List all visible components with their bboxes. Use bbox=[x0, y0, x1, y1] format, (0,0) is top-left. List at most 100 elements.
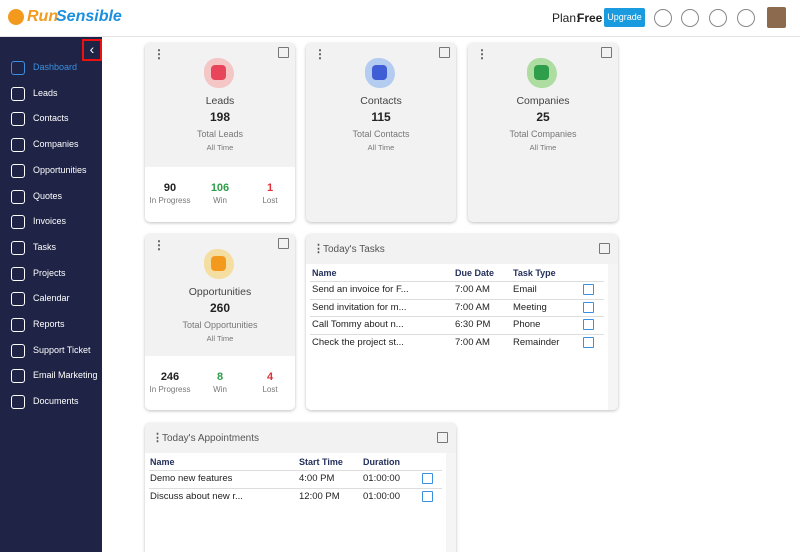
upgrade-button[interactable]: Upgrade bbox=[604, 8, 645, 27]
menu-dots[interactable]: ⋮ bbox=[153, 47, 165, 61]
sidebar-icon[interactable] bbox=[11, 292, 25, 307]
card-icon bbox=[372, 65, 387, 80]
stat-value: 106 bbox=[210, 182, 230, 194]
sidebar-item[interactable]: Projects bbox=[33, 267, 66, 278]
card-caption: Total Opportunities bbox=[182, 320, 258, 330]
sidebar-item[interactable]: Support Ticket bbox=[33, 344, 91, 355]
table-title: Today's Tasks bbox=[323, 244, 385, 255]
card-caption: Total Leads bbox=[196, 129, 244, 139]
edit-icon[interactable] bbox=[422, 490, 433, 502]
sidebar-icon[interactable] bbox=[11, 343, 25, 358]
card-icon bbox=[211, 256, 226, 271]
stat-label: In Progress bbox=[149, 196, 191, 205]
edit-icon[interactable] bbox=[583, 319, 594, 331]
cell: 7:00 AM bbox=[455, 337, 490, 349]
open-icon[interactable] bbox=[278, 238, 289, 249]
plan-label: Plan: bbox=[552, 11, 580, 25]
sidebar-item[interactable]: Calendar bbox=[33, 293, 70, 304]
sidebar-icon[interactable] bbox=[11, 138, 25, 153]
card-period: All Time bbox=[206, 143, 234, 152]
menu-dots[interactable]: ⋮ bbox=[152, 432, 163, 444]
open-icon[interactable] bbox=[278, 47, 289, 58]
menu-dots[interactable]: ⋮ bbox=[476, 47, 488, 61]
column-header: Due Date bbox=[455, 268, 495, 278]
card-title: Opportunities bbox=[188, 286, 252, 298]
sidebar-icon[interactable] bbox=[11, 369, 25, 384]
card-period: All Time bbox=[206, 334, 234, 343]
column-header: Name bbox=[312, 268, 337, 278]
sidebar-item[interactable]: Reports bbox=[33, 319, 65, 329]
logo-sensible: Sensible bbox=[56, 8, 122, 25]
menu-dots[interactable]: ⋮ bbox=[313, 243, 324, 255]
sidebar-icon[interactable] bbox=[11, 86, 25, 101]
sidebar-icon[interactable] bbox=[11, 112, 25, 127]
sidebar-item[interactable]: Invoices bbox=[33, 216, 67, 227]
menu-dots[interactable]: ⋮ bbox=[314, 47, 326, 61]
cell: Phone bbox=[513, 319, 541, 331]
table: Name Due Date Task Type Send an invoice for… bbox=[306, 264, 618, 410]
sidebar-item[interactable]: Leads bbox=[33, 87, 58, 98]
sidebar-icon[interactable] bbox=[11, 318, 25, 332]
sidebar-icon[interactable] bbox=[11, 240, 25, 255]
menu-dots[interactable]: ⋮ bbox=[153, 238, 165, 252]
sidebar-item[interactable]: Companies bbox=[33, 139, 79, 150]
sidebar-icon[interactable] bbox=[11, 189, 25, 204]
sidebar-item[interactable]: Documents bbox=[33, 396, 79, 407]
card: ⋮ Companies 25 Total Companies All Time bbox=[468, 43, 618, 222]
edit-icon[interactable] bbox=[583, 337, 594, 349]
stat-value: 90 bbox=[163, 182, 177, 194]
plan: Free bbox=[577, 11, 603, 25]
stat-label: In Progress bbox=[149, 385, 191, 394]
sidebar-icon[interactable] bbox=[11, 163, 25, 178]
header-icon[interactable] bbox=[709, 9, 727, 27]
open-icon[interactable] bbox=[439, 47, 450, 58]
sidebar-icon[interactable] bbox=[11, 395, 25, 410]
row-divider bbox=[310, 298, 604, 300]
row-divider bbox=[149, 470, 442, 471]
table-title: Today's Appointments bbox=[162, 433, 259, 444]
cell: 7:00 AM bbox=[455, 284, 490, 295]
stats-panel: 90 In Progress 106 Win 1 Lost bbox=[145, 167, 295, 222]
scrollbar bbox=[608, 264, 618, 410]
table-card: ⋮ Today's Tasks Name Due Date Task Type Send … bbox=[306, 234, 618, 410]
edit-icon[interactable] bbox=[583, 284, 594, 295]
card: ⋮ Opportunities 260 Total Opportunities All … bbox=[145, 234, 295, 410]
stat-value: 246 bbox=[160, 371, 180, 383]
sidebar-icon[interactable] bbox=[11, 215, 25, 230]
row-divider bbox=[310, 316, 604, 318]
cell: 6:30 PM bbox=[455, 319, 491, 331]
stat-value: 4 bbox=[266, 371, 274, 383]
edit-icon[interactable] bbox=[583, 301, 594, 313]
sidebar-item[interactable]: Email Marketing bbox=[33, 370, 98, 381]
logo-run: Run bbox=[27, 8, 59, 25]
header-icon[interactable] bbox=[737, 9, 755, 27]
open-icon[interactable] bbox=[601, 47, 612, 58]
sidebar-icon[interactable] bbox=[11, 266, 25, 281]
row-divider bbox=[149, 487, 442, 489]
collapse-button[interactable]: ‹ bbox=[82, 39, 102, 61]
stat-value: 8 bbox=[216, 371, 224, 383]
open-icon[interactable] bbox=[599, 243, 610, 254]
sidebar-item[interactable]: Contacts bbox=[33, 113, 69, 124]
avatar[interactable] bbox=[767, 7, 786, 28]
row-divider bbox=[310, 281, 604, 282]
stat-value: 1 bbox=[266, 182, 274, 194]
cell: Send an invoice for F... bbox=[312, 284, 409, 295]
card-icon bbox=[534, 65, 549, 80]
header-icon[interactable] bbox=[681, 9, 699, 27]
header-icon[interactable] bbox=[654, 9, 672, 27]
column-header: Duration bbox=[363, 457, 400, 467]
sidebar-item[interactable]: Quotes bbox=[33, 190, 63, 201]
card-caption: Total Companies bbox=[509, 129, 577, 139]
edit-icon[interactable] bbox=[422, 473, 433, 484]
sidebar-item[interactable]: Dashboard bbox=[33, 62, 78, 72]
open-icon[interactable] bbox=[437, 432, 448, 443]
sidebar-icon[interactable] bbox=[11, 61, 25, 75]
stat-label: Lost bbox=[262, 385, 278, 394]
card-title: Companies bbox=[516, 95, 570, 107]
cell: Demo new features bbox=[150, 473, 233, 484]
cell: 4:00 PM bbox=[299, 473, 335, 484]
sidebar-item[interactable]: Opportunities bbox=[33, 164, 87, 175]
sidebar-item[interactable]: Tasks bbox=[33, 241, 57, 252]
